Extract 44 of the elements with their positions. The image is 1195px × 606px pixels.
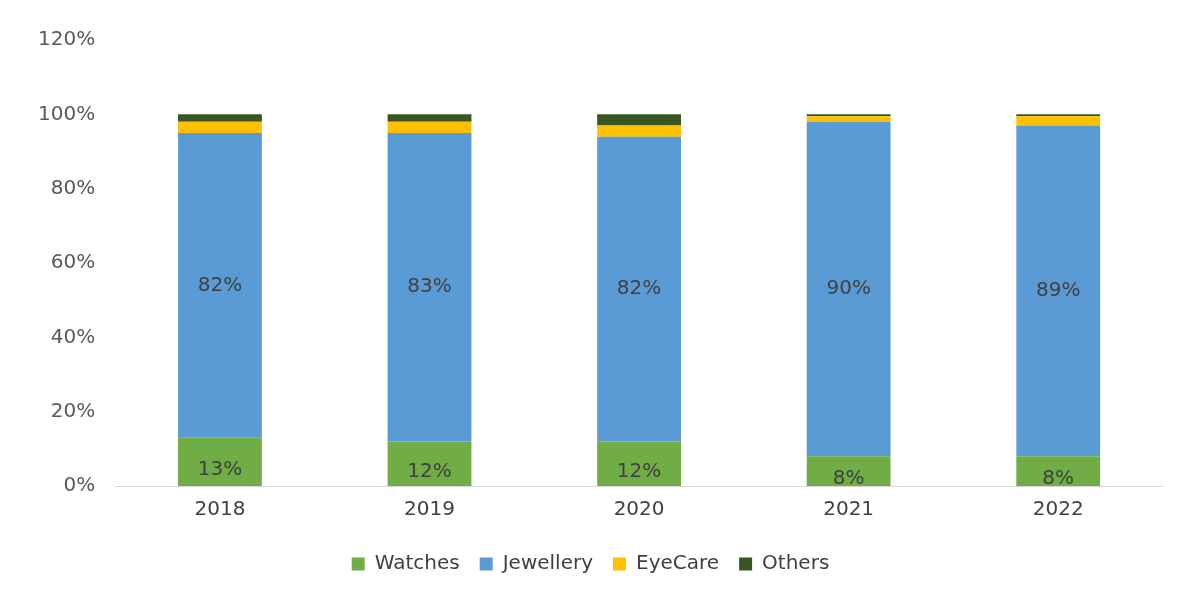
bar <box>178 437 262 486</box>
bar <box>1016 116 1101 126</box>
x-tick-label: 2022 <box>1032 496 1084 521</box>
legend-label: Watches <box>374 550 460 575</box>
bar <box>178 121 262 133</box>
y-tick-label: 40% <box>50 323 96 348</box>
bar <box>597 136 681 442</box>
x-tick-label: 2018 <box>194 496 246 521</box>
data-label: 82% <box>197 271 243 296</box>
data-label: 8% <box>1042 465 1075 490</box>
bar <box>1016 456 1101 486</box>
y-tick-label: 20% <box>50 397 96 422</box>
data-label: 83% <box>407 273 452 298</box>
bar <box>178 114 262 122</box>
y-tick-label: 80% <box>50 174 96 199</box>
legend-label: Jewellery <box>500 550 594 575</box>
bar <box>1016 125 1101 457</box>
bar <box>597 441 681 486</box>
data-label: 12% <box>407 457 452 482</box>
y-tick-label: 100% <box>37 100 96 125</box>
bar <box>178 132 262 438</box>
legend-label: Others <box>762 550 830 575</box>
bar <box>806 456 891 486</box>
bar <box>387 441 472 486</box>
bar <box>387 132 472 442</box>
bar <box>387 121 472 133</box>
x-tick-label: 2019 <box>404 496 455 521</box>
data-label: 13% <box>197 456 243 481</box>
bar <box>387 114 472 122</box>
bar <box>806 116 891 122</box>
y-tick-label: 60% <box>50 249 96 274</box>
data-label: 89% <box>1035 277 1081 302</box>
data-label: 8% <box>832 465 865 490</box>
data-label: 82% <box>616 275 662 300</box>
data-label: 90% <box>826 275 871 300</box>
y-tick-label: 0% <box>63 472 96 497</box>
data-label: 12% <box>616 457 662 482</box>
legend-label: EyeCare <box>636 550 720 575</box>
x-tick-label: 2020 <box>613 496 665 521</box>
bar <box>597 114 681 126</box>
x-tick-label: 2021 <box>823 496 875 521</box>
bar <box>806 121 891 457</box>
y-tick-label: 120% <box>37 26 96 51</box>
bar <box>597 125 681 137</box>
